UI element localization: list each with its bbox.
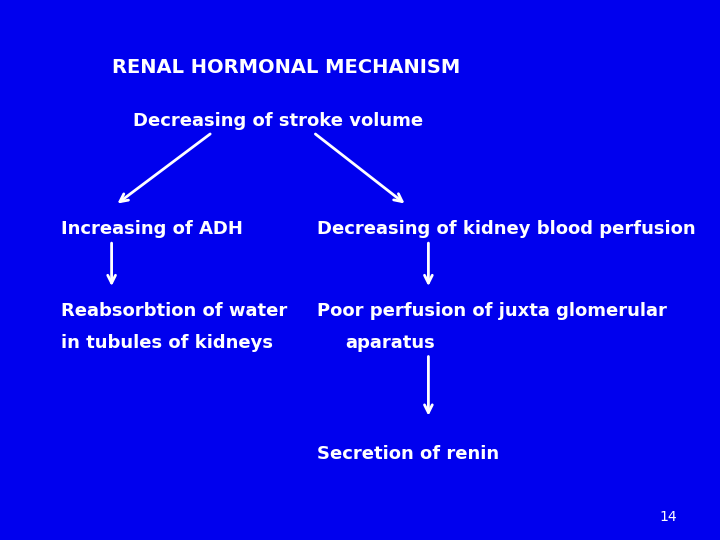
Text: Increasing of ADH: Increasing of ADH: [61, 220, 243, 239]
Text: RENAL HORMONAL MECHANISM: RENAL HORMONAL MECHANISM: [112, 58, 460, 77]
Text: Secretion of renin: Secretion of renin: [317, 444, 499, 463]
Text: in tubules of kidneys: in tubules of kidneys: [61, 334, 273, 352]
Text: Decreasing of stroke volume: Decreasing of stroke volume: [133, 112, 423, 131]
Text: Reabsorbtion of water: Reabsorbtion of water: [61, 301, 287, 320]
Text: Poor perfusion of juxta glomerular: Poor perfusion of juxta glomerular: [317, 301, 667, 320]
Text: Decreasing of kidney blood perfusion: Decreasing of kidney blood perfusion: [317, 220, 696, 239]
Text: aparatus: aparatus: [346, 334, 436, 352]
Text: 14: 14: [660, 510, 677, 524]
